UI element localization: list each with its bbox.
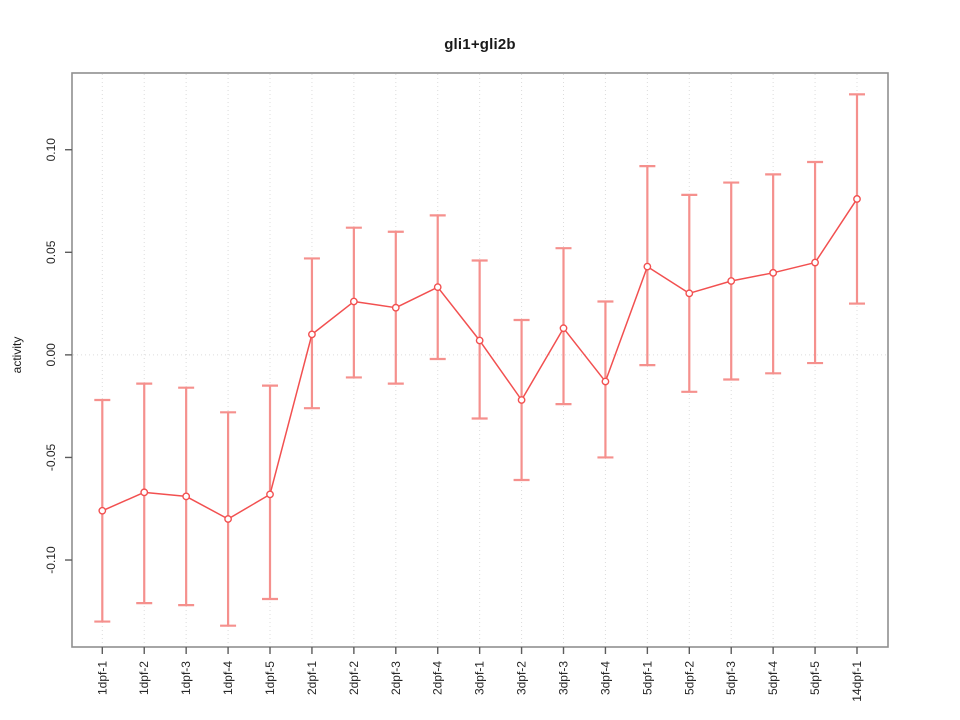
data-point [433,283,442,292]
x-tick-label: 2dpf-1 [305,661,319,695]
y-tick-label: -0.10 [44,546,58,574]
data-point [224,515,232,523]
x-tick-label: 2dpf-2 [347,661,361,695]
y-tick-label: 0.05 [44,240,58,264]
data-point [517,396,526,404]
data-point [349,297,358,306]
data-point [266,490,274,499]
x-tick-label: 2dpf-3 [389,661,403,695]
data-point [308,330,316,339]
x-tick-label: 1dpf-2 [137,661,151,695]
data-point [811,258,819,267]
x-tick-label: 3dpf-3 [557,661,571,695]
x-tick-label: 3dpf-4 [598,661,612,695]
data-point [98,506,107,515]
x-tick-label: 2dpf-4 [431,661,445,695]
data-point [853,195,861,203]
data-point [140,488,149,497]
x-tick-label: 3dpf-1 [473,661,487,695]
data-point [643,262,652,271]
x-tick-label: 5dpf-5 [808,661,822,695]
x-tick-label: 5dpf-1 [640,661,654,695]
x-tick-label: 1dpf-3 [179,661,193,695]
chart-title: gli1+gli2b [444,36,516,53]
data-point [182,492,191,501]
x-tick-label: 1dpf-1 [95,661,109,695]
data-point [475,336,484,345]
y-tick-label: -0.05 [44,443,58,471]
x-tick-label: 5dpf-4 [766,661,780,695]
data-point [559,324,568,333]
x-tick-label: 5dpf-2 [682,661,696,695]
data-point [601,377,610,386]
x-tick-label: 1dpf-4 [221,661,235,695]
data-point [727,277,736,285]
data-point [685,289,694,298]
x-tick-label: 14dpf-1 [850,661,864,702]
data-point [769,268,778,277]
data-point [391,303,400,312]
x-tick-label: 5dpf-3 [724,661,738,695]
y-tick-label: 0.00 [44,343,58,367]
x-tick-label: 1dpf-5 [263,661,277,695]
y-tick-label: 0.10 [44,138,58,162]
x-tick-label: 3dpf-2 [515,661,529,695]
